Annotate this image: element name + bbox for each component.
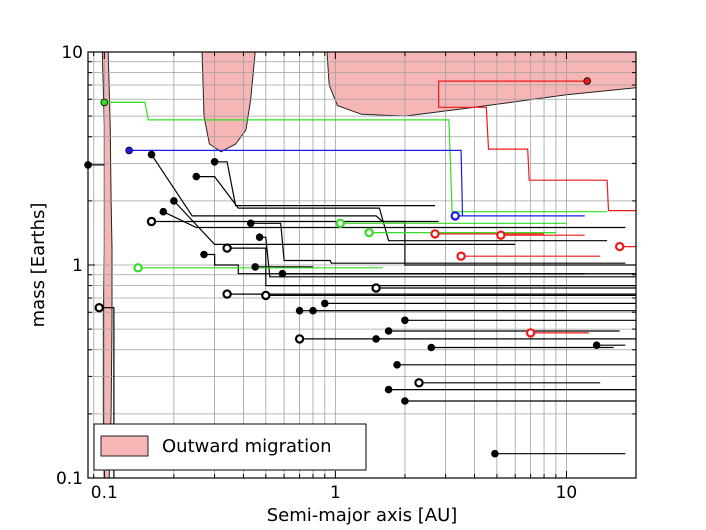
x-axis-label: Semi-major axis [AU]: [267, 505, 458, 526]
track-2-marker: [147, 150, 156, 159]
track-38-line: [438, 80, 636, 212]
track-23-marker: [401, 316, 409, 325]
track-32-marker: [100, 98, 109, 107]
track-41-marker: [456, 251, 466, 261]
track-38-marker: [583, 77, 591, 85]
track-12-line: [151, 220, 636, 266]
track-21-marker: [295, 306, 304, 315]
track-14-line: [99, 307, 115, 478]
track-37-marker: [450, 211, 460, 221]
track-14-marker: [94, 303, 104, 313]
track-29-marker: [401, 397, 409, 405]
y-tick-label: 1: [72, 256, 83, 276]
track-10-marker: [251, 263, 260, 271]
track-15-marker: [222, 289, 232, 299]
track-22-marker: [309, 306, 317, 315]
x-tick-label: 1: [330, 483, 341, 503]
track-6-marker: [159, 207, 168, 216]
track-19-marker: [414, 378, 424, 388]
track-42-marker: [615, 241, 625, 252]
track-7-line: [250, 222, 626, 264]
x-tick-label: 0.1: [91, 483, 118, 503]
track-9-marker: [255, 233, 264, 242]
track-26-marker: [427, 343, 436, 352]
data-series: [84, 77, 636, 478]
legend: Outward migration: [93, 423, 367, 471]
track-6-line: [163, 211, 626, 229]
track-34-marker: [364, 227, 374, 238]
x-tick-label: 10: [556, 483, 578, 503]
track-8-marker: [200, 250, 208, 259]
track-36-line: [129, 149, 464, 216]
track-7-marker: [246, 219, 255, 228]
track-4-marker: [210, 158, 219, 166]
track-4-line: [214, 161, 435, 207]
track-25-marker: [372, 335, 380, 343]
track-32-line: [104, 101, 608, 213]
track-13-marker: [222, 243, 232, 253]
track-30-marker: [592, 341, 601, 350]
track-11-marker: [278, 269, 287, 278]
track-36-marker: [125, 146, 133, 155]
legend-label: Outward migration: [162, 436, 332, 457]
y-tick-label: 10: [61, 43, 83, 63]
track-35-marker: [133, 263, 143, 273]
track-31-marker: [491, 449, 499, 458]
outward-region-mid: [201, 51, 256, 153]
track-5-line: [173, 200, 516, 245]
track-17-marker: [371, 283, 381, 293]
legend-swatch: [100, 435, 149, 457]
track-39-marker: [430, 229, 440, 239]
track-18-marker: [294, 334, 305, 344]
track-40-marker: [496, 230, 506, 240]
track-24-marker: [384, 327, 393, 335]
track-3-marker: [192, 172, 201, 181]
track-33-marker: [335, 218, 345, 228]
track-3-line: [196, 176, 608, 242]
y-axis-label: mass [Earths]: [28, 203, 49, 328]
track-5-marker: [170, 197, 178, 205]
track-20-marker: [320, 299, 329, 308]
y-tick-label: 0.1: [56, 469, 83, 489]
axis-ticks: 0.1 1 10 0.1 1 10: [56, 43, 637, 503]
track-43-marker: [525, 328, 536, 338]
track-27-marker: [393, 360, 401, 369]
track-13-line: [227, 247, 636, 287]
track-28-marker: [384, 385, 393, 394]
track-16-marker: [261, 290, 271, 301]
track-12-marker: [146, 216, 157, 227]
